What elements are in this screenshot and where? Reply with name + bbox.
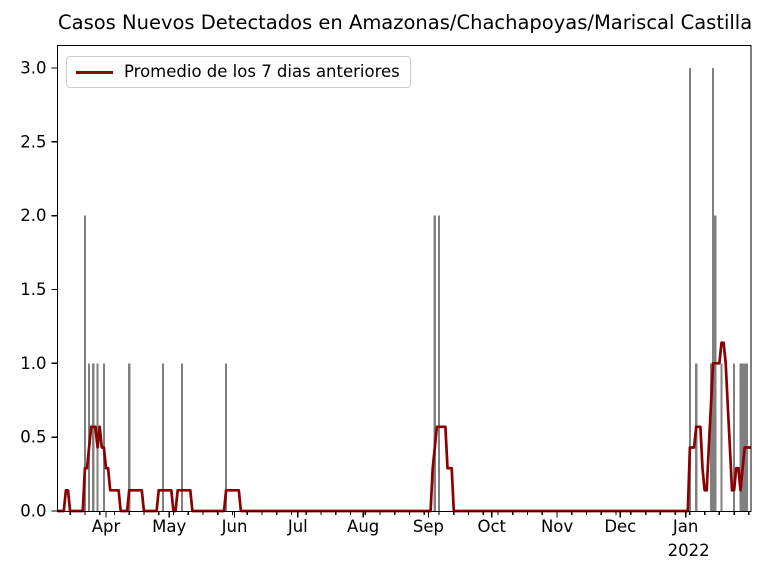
case-bar: [741, 363, 744, 511]
bars-group: [83, 68, 748, 511]
y-tick-label: 1.0: [20, 354, 46, 373]
x-axis-year-label: 2022: [668, 541, 710, 560]
case-bar: [688, 68, 691, 511]
x-tick-label: May: [152, 517, 186, 536]
case-bar: [433, 215, 436, 511]
case-bar: [225, 363, 228, 511]
case-bar: [720, 363, 723, 511]
legend: Promedio de los 7 dias anteriores: [66, 56, 411, 88]
case-bar: [102, 363, 105, 511]
case-bar: [128, 363, 131, 511]
x-tick-label: Jul: [287, 517, 308, 536]
tick-labels-group: 0.0 0.5 1.0 1.5 2.0 2.5 3.0 Apr May Jun Jul Aug Sep O…: [20, 59, 709, 561]
chart-title: Casos Nuevos Detectados en Amazonas/Chac…: [58, 11, 753, 34]
average-line: [57, 341, 751, 513]
case-bar: [180, 363, 183, 511]
x-tick-label: Jan: [672, 517, 698, 536]
case-bar: [743, 363, 746, 511]
y-tick-label: 0.5: [20, 428, 46, 447]
y-tick-label: 2.0: [20, 206, 46, 225]
x-tick-label: Jun: [221, 517, 248, 536]
y-tick-label: 3.0: [20, 59, 46, 78]
x-tick-label: Aug: [347, 517, 379, 536]
legend-label: Promedio de los 7 dias anteriores: [124, 62, 400, 81]
x-tick-label: Sep: [413, 517, 444, 536]
case-bar: [709, 363, 712, 511]
case-bar: [92, 363, 95, 511]
y-tick-label: 1.5: [20, 280, 46, 299]
case-bar: [739, 363, 742, 511]
y-tick-label: 2.5: [20, 132, 46, 151]
case-bar: [712, 68, 715, 511]
case-bar: [161, 363, 164, 511]
y-tick-label: 0.0: [20, 502, 46, 521]
x-tick-label: Apr: [92, 517, 121, 536]
case-bar: [437, 215, 441, 511]
x-tick-label: Oct: [477, 517, 506, 536]
legend-line-swatch: [76, 70, 113, 74]
x-tick-label: Dec: [604, 517, 636, 536]
x-tick-label: Nov: [541, 517, 573, 536]
case-bar: [83, 215, 86, 511]
case-bar: [733, 363, 736, 511]
ticks-group: [51, 67, 750, 518]
case-bar: [745, 363, 748, 511]
plot-frame: [56, 44, 752, 513]
